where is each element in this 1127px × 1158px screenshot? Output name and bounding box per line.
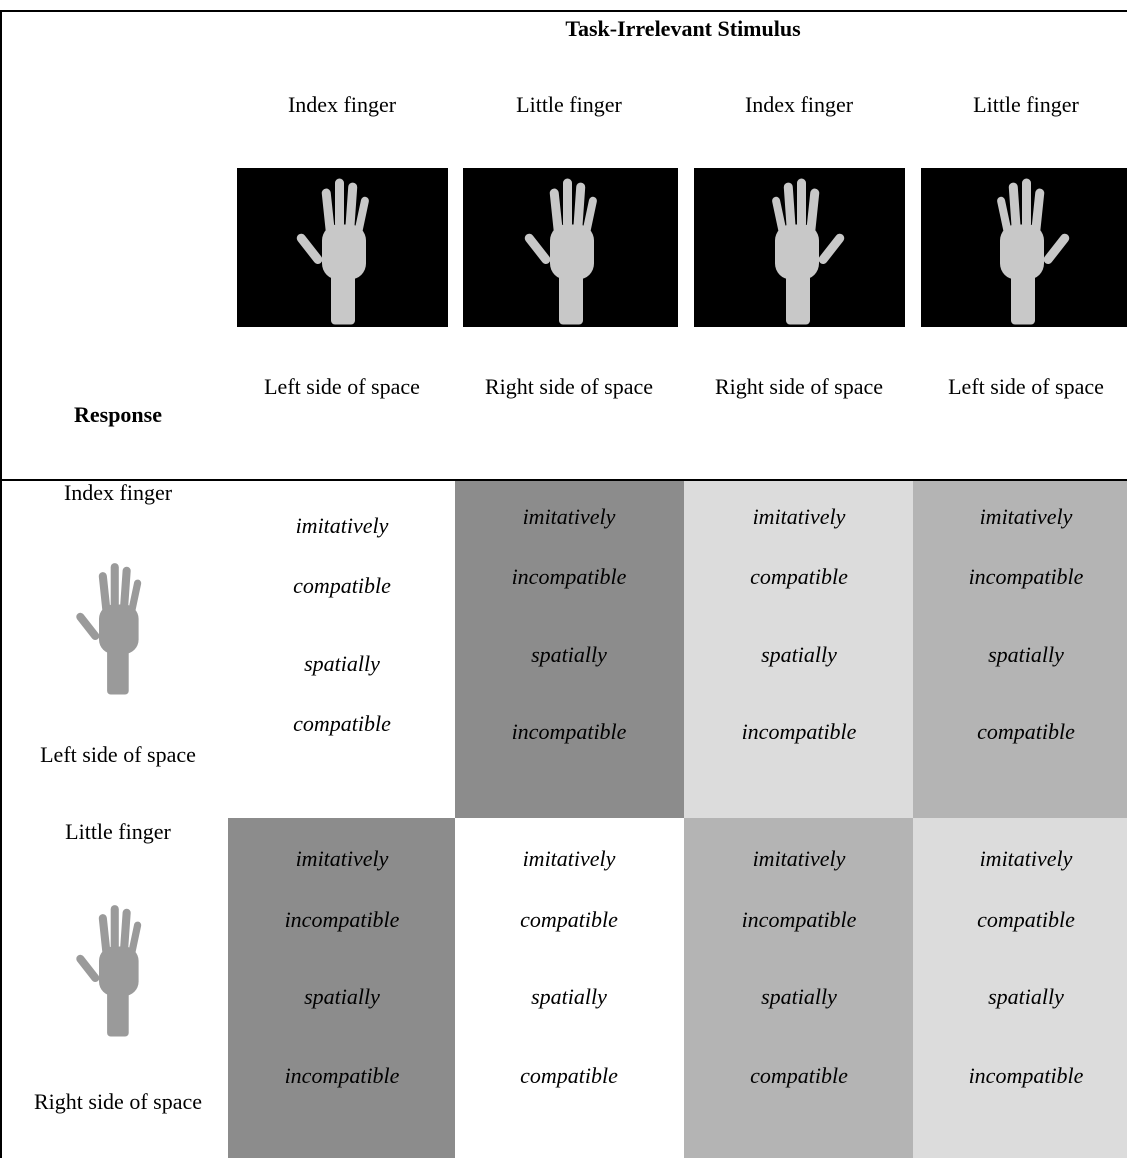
row-side: Left side of space xyxy=(40,742,196,767)
cell-text: incompatible xyxy=(742,907,857,932)
cell-text: incompatible xyxy=(742,719,857,744)
cell-text: compatible xyxy=(293,573,391,598)
cell-text: imitatively xyxy=(980,846,1073,871)
cell-text: incompatible xyxy=(969,564,1084,589)
cell-text: compatible xyxy=(977,719,1075,744)
column-finger: Index finger xyxy=(288,92,397,117)
cell-shading xyxy=(228,481,1127,1158)
cell-text: compatible xyxy=(520,907,618,932)
cell-text: spatially xyxy=(304,984,380,1009)
row-finger: Index finger xyxy=(64,480,173,505)
cell-text: spatially xyxy=(531,642,607,667)
column-side: Right side of space xyxy=(485,374,653,399)
cell-text: compatible xyxy=(750,564,848,589)
response-label: Response xyxy=(74,402,162,427)
cell-text: incompatible xyxy=(285,907,400,932)
response-hands xyxy=(74,563,142,1037)
row-side: Right side of space xyxy=(34,1089,202,1114)
cell-text: imitatively xyxy=(523,846,616,871)
column-side: Right side of space xyxy=(715,374,883,399)
cell-text: imitatively xyxy=(296,513,389,538)
cell-text: incompatible xyxy=(969,1063,1084,1088)
cell-text: incompatible xyxy=(512,719,627,744)
cell-text: compatible xyxy=(977,907,1075,932)
cell-text: spatially xyxy=(988,642,1064,667)
cell-text: imitatively xyxy=(523,504,616,529)
cell-text: incompatible xyxy=(512,564,627,589)
cell-text: compatible xyxy=(293,711,391,736)
cell-text: spatially xyxy=(531,984,607,1009)
column-finger: Little finger xyxy=(973,92,1079,117)
cell-text: imitatively xyxy=(753,504,846,529)
cell-text: spatially xyxy=(304,651,380,676)
cell-text: spatially xyxy=(761,984,837,1009)
table-borders xyxy=(0,10,1127,1158)
cell-text: imitatively xyxy=(296,846,389,871)
cell-text: spatially xyxy=(761,642,837,667)
cell-text: imitatively xyxy=(753,846,846,871)
cell-text: spatially xyxy=(988,984,1064,1009)
column-side: Left side of space xyxy=(264,374,420,399)
stimulus-images xyxy=(237,168,1127,327)
column-finger: Little finger xyxy=(516,92,622,117)
header-title: Task-Irrelevant Stimulus xyxy=(565,16,801,41)
cell-text: incompatible xyxy=(285,1063,400,1088)
column-finger: Index finger xyxy=(745,92,854,117)
column-side: Left side of space xyxy=(948,374,1104,399)
cell-text: imitatively xyxy=(980,504,1073,529)
cell-text: compatible xyxy=(750,1063,848,1088)
cell-text: compatible xyxy=(520,1063,618,1088)
row-finger: Little finger xyxy=(65,819,171,844)
